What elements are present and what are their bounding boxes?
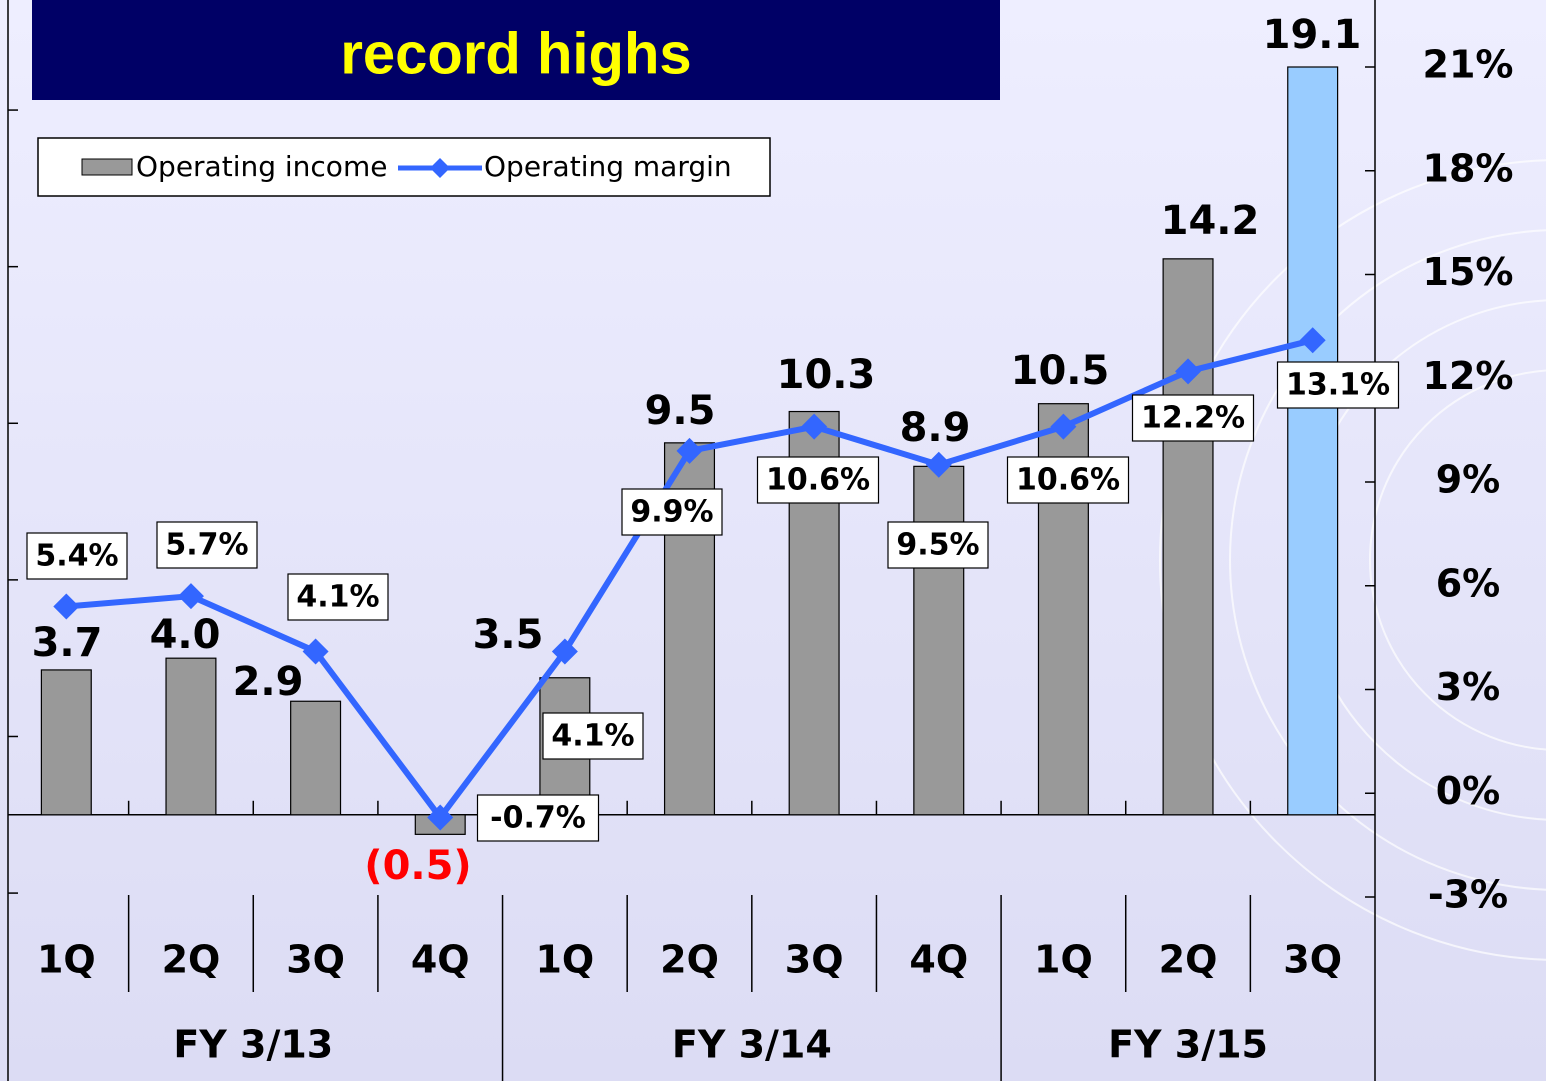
line-value-label: 9.5% — [896, 528, 979, 563]
group-label: FY 3/13 — [173, 1023, 333, 1067]
x-tick-label: 3Q — [785, 938, 844, 982]
x-tick-label: 4Q — [411, 938, 470, 982]
line-marker — [427, 804, 454, 831]
x-tick-label: 1Q — [37, 938, 96, 982]
line-marker — [676, 437, 703, 464]
group-label: FY 3/15 — [1108, 1023, 1268, 1067]
bar-value-label: 10.3 — [777, 352, 876, 398]
bar-value-label: 3.5 — [473, 612, 544, 658]
line-marker — [1050, 413, 1077, 440]
bar-value-label: 9.5 — [645, 388, 716, 434]
bar-value-label: 8.9 — [900, 405, 971, 451]
x-tick-label: 2Q — [162, 938, 221, 982]
value-label-box — [756, 456, 880, 504]
value-label-box — [476, 794, 600, 842]
line-marker — [801, 413, 828, 440]
y2-tick-label: 3% — [1436, 665, 1501, 709]
legend-swatch — [81, 158, 133, 176]
line-value-label: 10.6% — [766, 463, 870, 498]
legend-label: Operating margin — [484, 150, 732, 183]
value-label-box — [621, 488, 723, 536]
line-marker — [1175, 358, 1202, 385]
y2-tick-label: 12% — [1423, 354, 1514, 398]
line-marker — [302, 638, 329, 665]
line-marker — [551, 638, 578, 665]
x-tick-label: 4Q — [909, 938, 968, 982]
bar-value-label: 4.0 — [150, 612, 221, 658]
bar-value-label: (0.5) — [364, 843, 471, 889]
value-label-box — [287, 573, 389, 621]
value-label-box — [26, 532, 128, 580]
bar-value-label: 3.7 — [32, 620, 103, 666]
y2-tick-label: 15% — [1423, 250, 1514, 294]
bar — [40, 669, 92, 816]
line-value-label: 12.2% — [1141, 401, 1245, 436]
bar — [165, 657, 217, 816]
value-label-box — [542, 712, 644, 760]
x-tick-label: 3Q — [1283, 938, 1342, 982]
bar-value-label: 19.1 — [1263, 12, 1362, 58]
line-marker — [1299, 327, 1326, 354]
line-value-label: 13.1% — [1286, 368, 1390, 403]
value-label-box — [887, 521, 989, 569]
bar-value-label: 2.9 — [233, 659, 304, 705]
y2-tick-label: 0% — [1436, 769, 1501, 813]
y2-tick-label: -3% — [1428, 873, 1508, 917]
value-label-box — [1276, 361, 1400, 409]
y2-tick-label: 9% — [1436, 458, 1501, 502]
line-value-label: 10.6% — [1016, 463, 1120, 498]
title-box — [32, 0, 1000, 100]
line-value-label: 4.1% — [296, 580, 379, 615]
group-label: FY 3/14 — [672, 1023, 832, 1067]
line-value-label: 4.1% — [551, 719, 634, 754]
bar — [1162, 258, 1214, 816]
x-tick-label: 3Q — [286, 938, 345, 982]
y2-tick-label: 6% — [1436, 561, 1501, 605]
value-label-box — [1131, 394, 1255, 442]
x-tick-label: 1Q — [1034, 938, 1093, 982]
line-marker — [177, 583, 204, 610]
y2-tick-label: 18% — [1423, 146, 1514, 190]
line-value-label: 5.4% — [35, 539, 118, 574]
line-value-label: 5.7% — [165, 528, 248, 563]
bar — [290, 700, 342, 816]
chart-title: record highs — [340, 21, 691, 86]
line-value-label: 9.9% — [630, 495, 713, 530]
line-value-label: -0.7% — [490, 801, 586, 836]
line-marker — [53, 593, 80, 620]
x-tick-label: 1Q — [535, 938, 594, 982]
x-tick-label: 2Q — [660, 938, 719, 982]
line-marker — [925, 451, 952, 478]
value-label-box — [156, 521, 258, 569]
legend-swatch — [430, 158, 450, 178]
bar — [913, 465, 965, 816]
x-tick-label: 2Q — [1159, 938, 1218, 982]
bar-value-label: 10.5 — [1011, 348, 1110, 394]
bar-value-label: 14.2 — [1161, 198, 1260, 244]
bar — [1287, 66, 1339, 816]
legend-label: Operating income — [136, 150, 387, 183]
y2-tick-label: 21% — [1423, 43, 1514, 87]
value-label-box — [1006, 456, 1130, 504]
